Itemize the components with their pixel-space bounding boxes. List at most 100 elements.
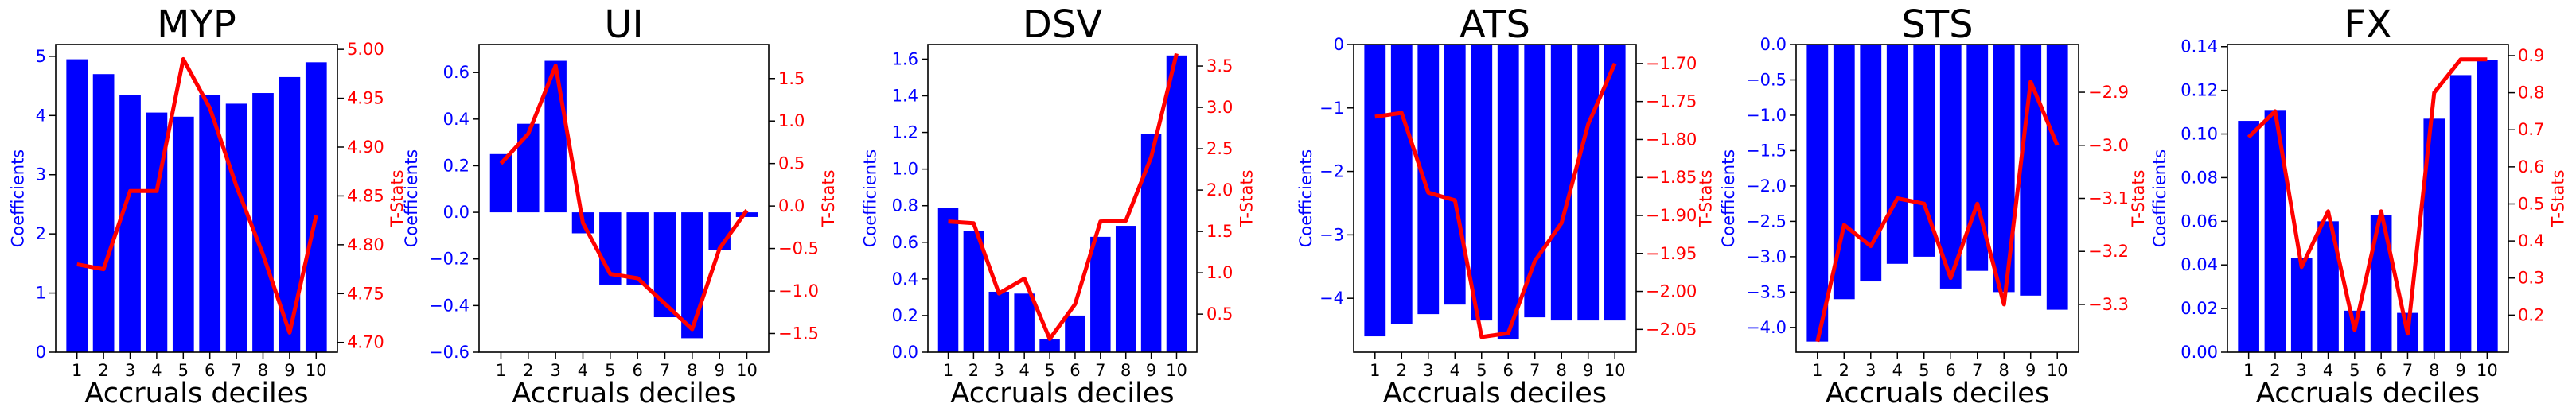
y2-tick-label: 0.6 — [2518, 157, 2544, 176]
x-tick-label: 7 — [2403, 361, 2413, 380]
x-tick-label: 7 — [1972, 361, 1982, 380]
x-axis-label: Accruals deciles — [512, 378, 735, 409]
y-tick-label: 2 — [36, 224, 46, 243]
y-tick-label: 0.10 — [2180, 125, 2218, 144]
y2-axis-label: T-Stats — [2549, 169, 2568, 227]
bar — [1444, 45, 1466, 305]
x-tick-label: 8 — [1999, 361, 2009, 380]
y2-tick-label: −1.5 — [778, 324, 819, 343]
bar — [1577, 45, 1600, 321]
y-tick-label: −0.4 — [429, 296, 470, 315]
y-tick-label: −4 — [1319, 289, 1344, 308]
y-tick-label: −0.2 — [429, 250, 470, 269]
x-axis-label: Accruals deciles — [84, 378, 308, 409]
tstat-line — [948, 52, 1179, 341]
bar — [1039, 339, 1060, 352]
y-tick-label: 0.4 — [443, 110, 470, 129]
y-tick-label: −4.0 — [1746, 318, 1787, 337]
y-tick-label: 0.02 — [2180, 299, 2218, 318]
x-tick-label: 10 — [736, 361, 758, 380]
x-tick-label: 10 — [306, 361, 327, 380]
y-tick-label: 0.4 — [892, 270, 918, 289]
y-tick-label: 0.14 — [2180, 37, 2218, 56]
y-tick-label: 0.2 — [892, 306, 918, 325]
y-tick-label: −1.0 — [1746, 106, 1787, 125]
chart-panel-ui: 1 2 3 4 5 6 7 8 9 10 −0.6 −0.4 −0.2 0.0 0.2 0.4 0.6 −1.5 −… — [402, 2, 838, 409]
x-tick-label: 2 — [1397, 361, 1407, 380]
x-tick-label: 6 — [2375, 361, 2386, 380]
x-tick-label: 2 — [2270, 361, 2280, 380]
bar — [735, 212, 758, 217]
bar — [225, 103, 247, 352]
y2-tick-label: 4.85 — [347, 186, 384, 205]
y-tick-label: 1.6 — [892, 49, 918, 68]
x-tick-label: 8 — [687, 361, 697, 380]
y2-tick-label: 0.7 — [2518, 120, 2544, 139]
y2-tick-label: −3.0 — [2088, 136, 2129, 155]
y2-tick-label: 0.2 — [2518, 305, 2544, 324]
x-tick-label: 5 — [1919, 361, 1929, 380]
y2-tick-label: −1.0 — [778, 281, 819, 301]
y2-tick-label: 4.95 — [347, 89, 384, 108]
y-axis-label: Coefficients — [1719, 149, 1738, 248]
y2-tick-label: 0.5 — [778, 154, 805, 173]
bar — [2290, 258, 2313, 352]
bar — [963, 231, 984, 352]
x-tick-label: 3 — [550, 361, 560, 380]
y2-axis-label: T-Stats — [2129, 169, 2148, 227]
bar — [2238, 121, 2259, 352]
bar — [1417, 45, 1440, 315]
bar — [172, 116, 194, 353]
y-tick-label: −0.6 — [429, 343, 470, 362]
x-tick-label: 9 — [1583, 361, 1593, 380]
y2-tick-label: 2.0 — [1206, 180, 1233, 200]
y2-tick-label: 1.0 — [1206, 263, 1233, 282]
bar — [1806, 45, 1829, 342]
plot-frame — [1353, 44, 1637, 353]
bar — [92, 74, 115, 352]
x-tick-label: 7 — [1095, 361, 1105, 380]
y2-tick-label: 0.5 — [1206, 304, 1233, 324]
bar — [1497, 45, 1519, 340]
y2-tick-label: −1.95 — [1646, 244, 1697, 263]
x-tick-label: 2 — [968, 361, 979, 380]
y2-tick-label: −1.85 — [1646, 168, 1697, 187]
x-tick-label: 4 — [151, 361, 162, 380]
y2-tick-label: −1.90 — [1646, 206, 1697, 225]
x-tick-label: 4 — [1450, 361, 1460, 380]
y2-tick-label: −1.75 — [1646, 92, 1697, 111]
x-tick-label: 7 — [231, 361, 241, 380]
bar — [252, 93, 274, 353]
y2-tick-label: 1.5 — [778, 69, 805, 88]
bar — [2370, 215, 2392, 352]
x-tick-label: 10 — [2047, 361, 2068, 380]
tstat-line — [1374, 62, 1617, 339]
bar — [1014, 293, 1035, 352]
y2-tick-label: 0.3 — [2518, 269, 2544, 288]
x-axis-label: Accruals deciles — [950, 378, 1174, 409]
bar — [1115, 226, 1136, 352]
bar — [199, 95, 221, 352]
y2-tick-label: 4.75 — [347, 284, 384, 303]
x-tick-label: 4 — [1019, 361, 1029, 380]
y2-axis-label: T-Stats — [388, 169, 407, 227]
x-tick-label: 6 — [1946, 361, 1956, 380]
y-axis-label: Coefficients — [1296, 149, 1315, 248]
y2-tick-label: 5.00 — [347, 40, 384, 59]
y2-tick-label: −3.3 — [2088, 295, 2129, 314]
plot-frame — [55, 44, 338, 353]
bar — [305, 62, 327, 353]
y2-tick-label: −0.5 — [778, 239, 819, 258]
x-tick-label: 10 — [1166, 361, 1187, 380]
x-tick-label: 4 — [1892, 361, 1903, 380]
bar — [1550, 45, 1572, 321]
x-tick-label: 1 — [1370, 361, 1380, 380]
y-tick-label: 1.0 — [892, 160, 918, 179]
chart-title: MYP — [157, 2, 236, 47]
y-tick-label: 0.12 — [2180, 81, 2218, 100]
y2-tick-label: −2.05 — [1646, 320, 1697, 339]
bar — [681, 212, 703, 339]
y-tick-label: 3 — [36, 165, 46, 184]
x-tick-label: 7 — [1530, 361, 1540, 380]
x-tick-label: 9 — [2455, 361, 2465, 380]
